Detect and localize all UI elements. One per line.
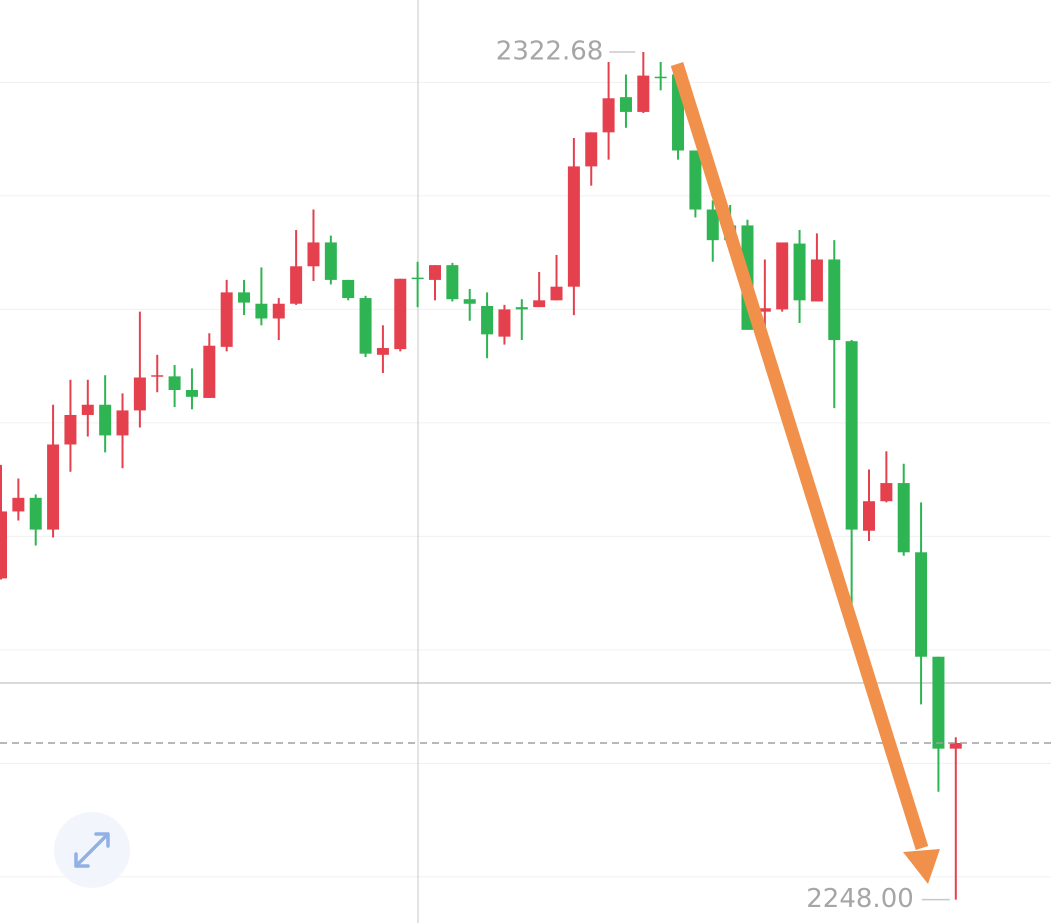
- candle-body: [897, 483, 910, 553]
- candle-body: [602, 98, 615, 133]
- candle-body: [342, 279, 355, 299]
- candle-body: [238, 292, 251, 303]
- candle-body: [272, 303, 285, 319]
- trend-arrow: [670, 62, 940, 884]
- candle-body: [689, 150, 702, 210]
- candle-body: [411, 277, 424, 280]
- candle-body: [47, 444, 60, 530]
- candle-body: [0, 511, 7, 579]
- candle-body: [116, 410, 129, 436]
- candle-body: [498, 309, 511, 337]
- candle-body: [949, 742, 962, 749]
- expand-button[interactable]: [54, 812, 130, 888]
- candle-body: [776, 242, 789, 310]
- candle-body: [533, 300, 546, 308]
- candle-body: [324, 242, 337, 280]
- candle-body: [99, 404, 112, 436]
- candle-body: [915, 552, 928, 657]
- candle-body: [793, 243, 806, 301]
- candle-body: [567, 166, 580, 287]
- candle-body: [828, 259, 841, 341]
- labels: 2322.68 2248.00: [496, 36, 950, 914]
- candle-body: [932, 656, 945, 749]
- candles: [0, 51, 1051, 900]
- candle-body: [758, 308, 771, 312]
- candle-body: [654, 76, 667, 79]
- candle-body: [637, 75, 650, 112]
- candle-body: [203, 345, 216, 398]
- candle-body: [151, 375, 164, 377]
- candle-body: [394, 278, 407, 350]
- candle-body: [463, 299, 476, 304]
- candle-body: [307, 242, 320, 267]
- candle-body: [880, 483, 893, 502]
- candle-body: [220, 292, 233, 347]
- candle-body: [376, 347, 389, 355]
- candle-body: [706, 209, 719, 241]
- candle-body: [429, 265, 441, 280]
- candle-body: [515, 307, 528, 310]
- high-label: 2322.68: [496, 36, 604, 66]
- candle-body: [12, 497, 25, 512]
- candle-body: [845, 341, 858, 530]
- candle-body: [359, 298, 372, 354]
- low-label: 2248.00: [806, 884, 914, 914]
- candle-body: [481, 306, 494, 335]
- candle-body: [446, 265, 459, 300]
- arrow-shaft: [670, 62, 929, 850]
- candle-body: [290, 266, 303, 304]
- candle-body: [168, 376, 181, 390]
- candle-body: [550, 286, 563, 301]
- candle-body: [133, 377, 146, 411]
- candle-body: [810, 259, 823, 302]
- arrow-head: [903, 849, 940, 884]
- candle-body: [585, 132, 598, 167]
- candle-body: [29, 497, 42, 530]
- candle-body: [863, 501, 875, 531]
- candle-body: [619, 97, 632, 112]
- candle-body: [185, 389, 198, 397]
- candle-body: [64, 414, 77, 445]
- candle-body: [81, 404, 94, 415]
- expand-icon[interactable]: [74, 832, 110, 868]
- candle-body: [255, 303, 268, 319]
